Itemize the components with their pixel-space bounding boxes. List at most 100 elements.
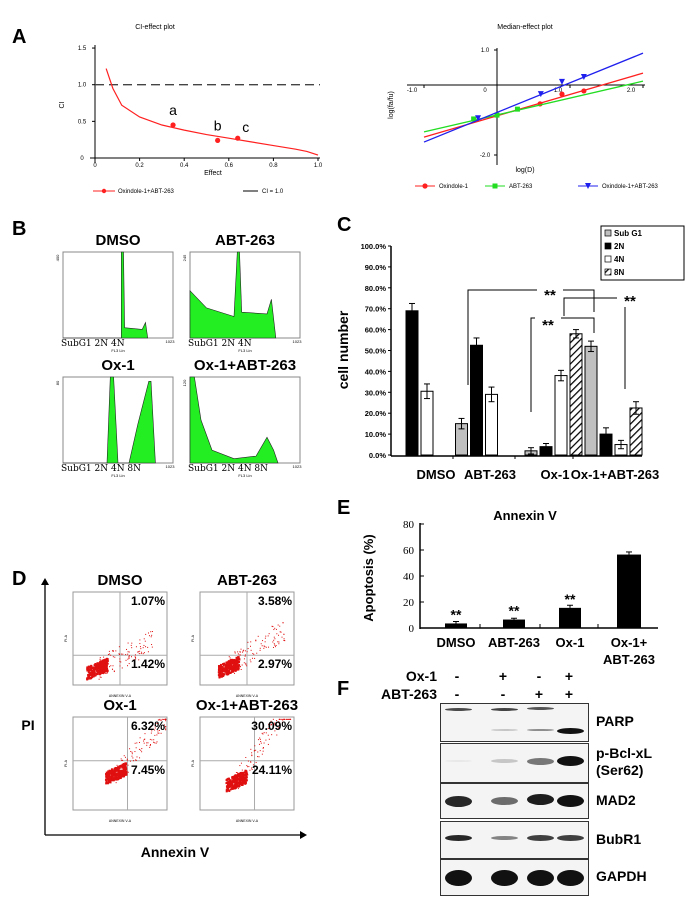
scatter-dot [139,639,141,641]
scatter-dot [241,769,243,771]
scatter-dot [123,755,125,757]
protein-band [557,756,584,767]
flow-frame [199,716,295,811]
scatter-dot [288,718,290,720]
scatter-dot [154,729,156,731]
scatter-dot [113,774,116,777]
scatter-dot [112,650,114,652]
scatter-dot [263,647,265,649]
scatter-dot [134,751,136,753]
scatter-dot [107,653,109,655]
scatter-dot [235,777,238,780]
category-label: ABT-263 [603,652,655,667]
flow-title: Ox-1 [103,697,137,714]
scatter-dot [221,670,224,673]
scatter-dot [234,669,237,672]
scatter-dot [236,658,239,661]
scatter-dot [228,656,230,658]
scatter-dot [268,646,270,648]
scatter-dot [118,765,121,768]
scatter-dot [149,738,151,740]
scatter-dot [224,666,227,669]
scatter-dot [245,757,247,759]
scatter-dot [124,762,126,764]
scatter-dot [229,784,232,787]
histogram-title: Ox-1 [101,357,135,374]
treatment-label: ABT-263 [380,686,437,702]
scatter-dot [234,652,236,654]
scatter-dot [230,659,232,661]
scatter-dot [254,750,256,752]
data-point [558,78,565,85]
scatter-dot [265,646,267,648]
scatter-dot [105,666,108,669]
scatter-dot [226,672,229,675]
scatter-dot [120,769,123,772]
scatter-dot [139,643,141,645]
panel-label-a: A [12,26,27,48]
scatter-dot [217,674,220,677]
scatter-dot [124,764,127,767]
y-tick-label: 40 [403,571,415,583]
scatter-dot [286,718,288,720]
scatter-dot [233,777,236,780]
scatter-dot [127,651,129,653]
scatter-dot [141,748,143,750]
scatter-dot [246,773,248,775]
scatter-dot [131,647,133,649]
scatter-dot [106,672,108,674]
scatter-dot [110,768,113,771]
scatter-dot [276,734,278,736]
scatter-dot [230,670,233,673]
legend-swatch [604,255,612,263]
flow-x-label: ANNEXIN V-A [109,694,132,698]
scatter-dot [250,748,252,750]
scatter-dot [121,759,123,761]
scatter-dot [102,659,105,662]
scatter-dot [114,773,117,776]
upper-right-percent: 1.07% [130,594,165,608]
x-tick-label: 1.0 [314,163,323,169]
scatter-dot [98,663,101,666]
scatter-dot [144,738,146,740]
legend-label: 8N [614,268,624,277]
scatter-dot [138,653,140,655]
histogram-peaks [63,251,149,339]
scatter-dot [138,741,140,743]
bar-Sub G1 [584,345,598,456]
scatter-dot [232,665,234,667]
scatter-dot [88,677,91,680]
scatter-dot [239,651,241,653]
scatter-dot [122,769,125,772]
histogram-peak-labels: SubG1 2N 4N [61,339,125,349]
panel-label-e: E [337,497,351,519]
scatter-dot [99,658,101,660]
scatter-dot [280,631,282,633]
y-tick-label: 10.0% [365,430,387,439]
scatter-dot [237,656,240,659]
scatter-dot [229,666,232,669]
scatter-dot [227,780,230,783]
scatter-dot [235,771,237,773]
scatter-dot [241,781,244,784]
scatter-dot [252,653,254,655]
flow-y-label: PI-A [191,634,195,641]
scatter-dot [263,732,265,734]
scatter-dot [272,718,274,720]
scatter-dot [132,757,134,759]
scatter-dot [274,644,276,646]
scatter-dot [95,669,98,672]
scatter-dot [234,667,237,670]
scatter-dot [235,665,238,668]
scatter-dot [231,781,234,784]
chart-title: CI-effect plot [135,24,175,31]
scatter-dot [228,671,231,674]
scatter-dot [139,757,141,759]
scatter-dot [87,675,90,678]
scatter-dot [239,778,241,780]
scatter-dot [163,718,165,720]
scatter-dot [239,654,241,656]
scatter-dot [105,668,108,671]
scatter-dot [151,730,153,732]
scatter-dot [233,785,236,788]
